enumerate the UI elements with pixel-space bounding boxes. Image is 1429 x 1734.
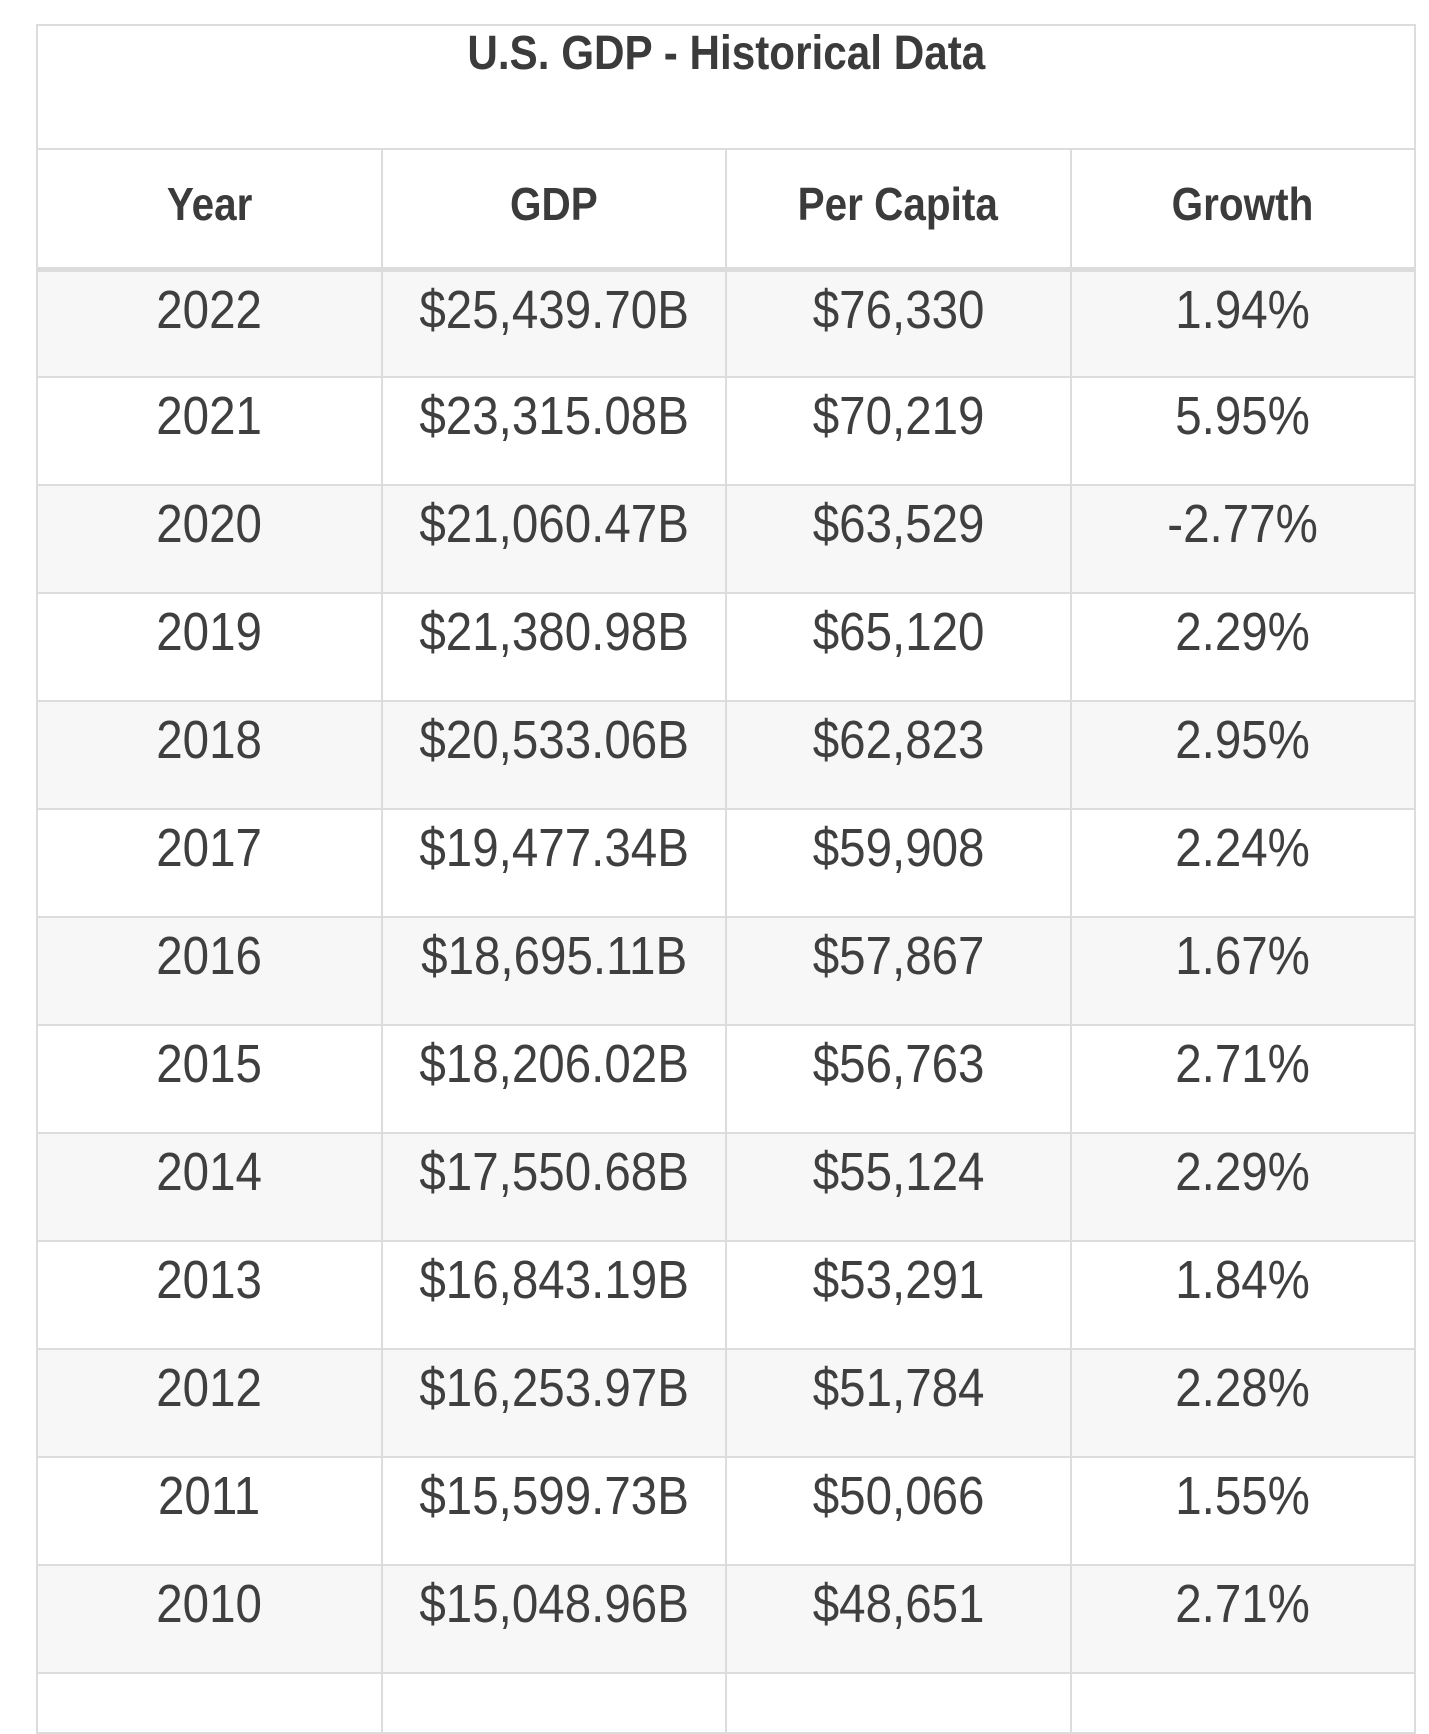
- per-capita-cell: $53,291: [725, 1240, 1072, 1350]
- year-cell: 2022: [36, 268, 383, 378]
- gdp-cell: [380, 1672, 727, 1734]
- per-capita-cell: $76,330: [725, 268, 1072, 378]
- table-row-2015: 2015 $18,206.02B $56,763 2.71%: [36, 1024, 1416, 1134]
- year-cell: 2016: [36, 916, 383, 1026]
- gdp-cell: $18,206.02B: [380, 1024, 727, 1134]
- gdp-cell: $18,695.11B: [380, 916, 727, 1026]
- growth-cell: 1.67%: [1069, 916, 1416, 1026]
- growth-cell: 2.95%: [1069, 700, 1416, 810]
- per-capita-cell: $48,651: [725, 1564, 1072, 1674]
- growth-cell: 2.71%: [1069, 1564, 1416, 1674]
- growth-cell: 1.94%: [1069, 268, 1416, 378]
- per-capita-cell: $55,124: [725, 1132, 1072, 1242]
- gdp-cell: $16,843.19B: [380, 1240, 727, 1350]
- year-cell: 2015: [36, 1024, 383, 1134]
- table-title-row: U.S. GDP - Historical Data: [36, 24, 1416, 150]
- year-cell: [36, 1672, 383, 1734]
- partial-next-row: [36, 1672, 1416, 1734]
- gdp-cell: $21,060.47B: [380, 484, 727, 594]
- table-row-2019: 2019 $21,380.98B $65,120 2.29%: [36, 592, 1416, 702]
- year-cell: 2012: [36, 1348, 383, 1458]
- gdp-cell: $15,048.96B: [380, 1564, 727, 1674]
- per-capita-cell: $51,784: [725, 1348, 1072, 1458]
- year-cell: 2010: [36, 1564, 383, 1674]
- table-row-2014: 2014 $17,550.68B $55,124 2.29%: [36, 1132, 1416, 1242]
- growth-cell: 2.28%: [1069, 1348, 1416, 1458]
- per-capita-cell: $70,219: [725, 376, 1072, 486]
- growth-cell: 2.71%: [1069, 1024, 1416, 1134]
- growth-cell: 2.24%: [1069, 808, 1416, 918]
- year-cell: 2020: [36, 484, 383, 594]
- growth-cell: 1.55%: [1069, 1456, 1416, 1566]
- gdp-cell: $23,315.08B: [380, 376, 727, 486]
- table-row-2013: 2013 $16,843.19B $53,291 1.84%: [36, 1240, 1416, 1350]
- table-row-2012: 2012 $16,253.97B $51,784 2.28%: [36, 1348, 1416, 1458]
- gdp-cell: $15,599.73B: [380, 1456, 727, 1566]
- column-header-year: Year: [36, 148, 383, 272]
- column-header-gdp: GDP: [380, 148, 727, 272]
- year-cell: 2018: [36, 700, 383, 810]
- gdp-cell: $16,253.97B: [380, 1348, 727, 1458]
- table-title: U.S. GDP - Historical Data: [36, 24, 1416, 150]
- table-row-2022: 2022 $25,439.70B $76,330 1.94%: [36, 268, 1416, 378]
- gdp-cell: $25,439.70B: [380, 268, 727, 378]
- per-capita-cell: $65,120: [725, 592, 1072, 702]
- per-capita-cell: [725, 1672, 1072, 1734]
- year-cell: 2014: [36, 1132, 383, 1242]
- per-capita-cell: $59,908: [725, 808, 1072, 918]
- table-row-2018: 2018 $20,533.06B $62,823 2.95%: [36, 700, 1416, 810]
- year-cell: 2017: [36, 808, 383, 918]
- table-row-2017: 2017 $19,477.34B $59,908 2.24%: [36, 808, 1416, 918]
- per-capita-cell: $57,867: [725, 916, 1072, 1026]
- column-header-per-capita: Per Capita: [725, 148, 1072, 272]
- column-header-growth: Growth: [1069, 148, 1416, 272]
- per-capita-cell: $62,823: [725, 700, 1072, 810]
- table-row-2020: 2020 $21,060.47B $63,529 -2.77%: [36, 484, 1416, 594]
- per-capita-cell: $63,529: [725, 484, 1072, 594]
- growth-cell: [1069, 1672, 1416, 1734]
- gdp-history-table: U.S. GDP - Historical Data Year GDP Per …: [36, 24, 1416, 1734]
- year-cell: 2013: [36, 1240, 383, 1350]
- table-row-2016: 2016 $18,695.11B $57,867 1.67%: [36, 916, 1416, 1026]
- gdp-cell: $21,380.98B: [380, 592, 727, 702]
- table-title-text: U.S. GDP - Historical Data: [467, 27, 985, 80]
- year-cell: 2019: [36, 592, 383, 702]
- growth-cell: 2.29%: [1069, 592, 1416, 702]
- table-header-row: Year GDP Per Capita Growth: [36, 148, 1416, 272]
- gdp-cell: $20,533.06B: [380, 700, 727, 810]
- growth-cell: 2.29%: [1069, 1132, 1416, 1242]
- table-row-2010: 2010 $15,048.96B $48,651 2.71%: [36, 1564, 1416, 1674]
- per-capita-cell: $50,066: [725, 1456, 1072, 1566]
- growth-cell: 5.95%: [1069, 376, 1416, 486]
- table-row-2011: 2011 $15,599.73B $50,066 1.55%: [36, 1456, 1416, 1566]
- gdp-cell: $19,477.34B: [380, 808, 727, 918]
- year-cell: 2011: [36, 1456, 383, 1566]
- growth-cell: 1.84%: [1069, 1240, 1416, 1350]
- year-cell: 2021: [36, 376, 383, 486]
- gdp-cell: $17,550.68B: [380, 1132, 727, 1242]
- per-capita-cell: $56,763: [725, 1024, 1072, 1134]
- growth-cell: -2.77%: [1069, 484, 1416, 594]
- table-row-2021: 2021 $23,315.08B $70,219 5.95%: [36, 376, 1416, 486]
